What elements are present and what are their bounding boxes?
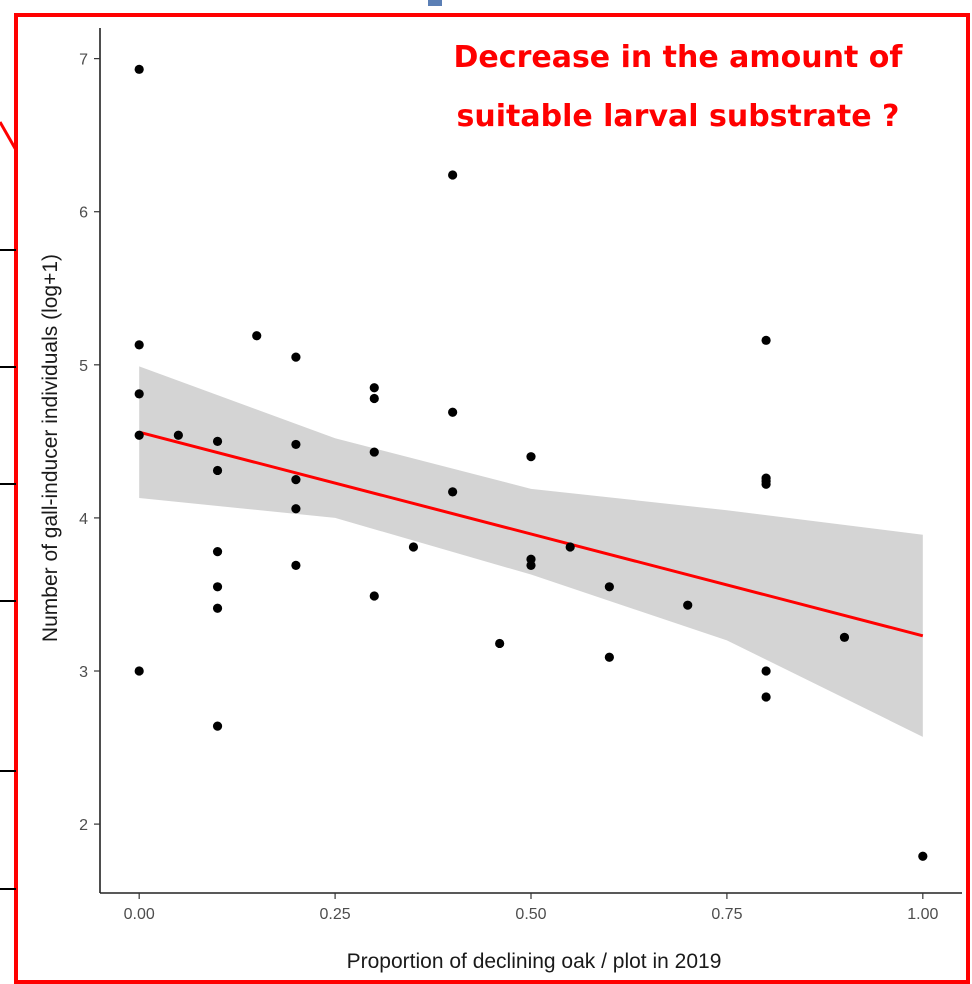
data-point (134, 340, 144, 350)
data-point (408, 542, 419, 552)
data-point (252, 331, 262, 341)
data-point (212, 436, 223, 446)
data-point (291, 560, 301, 570)
fit-line-layer (138, 430, 924, 638)
axes-layer: 0.00 0.25 0.50 0.75 1.00 2 3 4 5 6 7 (79, 28, 962, 923)
data-point (761, 692, 771, 702)
x-tick-label: 0.00 (124, 906, 155, 923)
data-point (918, 851, 928, 861)
data-point (134, 389, 144, 399)
data-point (369, 383, 379, 393)
y-tick-label: 3 (79, 664, 88, 681)
x-tick-label: 0.50 (515, 906, 546, 923)
data-point (134, 64, 144, 74)
data-point (761, 479, 771, 489)
data-point (369, 591, 379, 601)
data-point (761, 335, 771, 345)
y-tick-label: 5 (79, 358, 88, 375)
x-axis-title: Proportion of declining oak / plot in 20… (347, 950, 722, 973)
x-tick-label: 0.75 (711, 906, 742, 923)
data-point (134, 666, 144, 676)
confidence-band (139, 366, 923, 737)
data-point (291, 439, 301, 450)
data-point (565, 542, 575, 552)
red-frame (14, 13, 970, 984)
confidence-band-layer (139, 366, 923, 737)
x-tick-label: 1.00 (907, 906, 938, 923)
data-point (839, 632, 850, 642)
top-icon-fragment (428, 0, 442, 6)
data-point (448, 170, 458, 180)
y-tick-label: 2 (79, 817, 88, 834)
data-point (212, 721, 223, 731)
data-point (212, 465, 223, 476)
data-point (604, 652, 614, 662)
data-point (448, 487, 458, 497)
data-point (526, 560, 536, 570)
regression-line (138, 430, 924, 638)
data-point (604, 582, 614, 592)
data-point (291, 504, 301, 514)
points-layer (134, 64, 928, 861)
data-point (212, 603, 223, 613)
y-tick-label: 6 (79, 205, 88, 222)
data-point (495, 638, 505, 649)
data-point (212, 582, 223, 592)
x-tick-label: 0.25 (320, 906, 351, 923)
annotation-line-1: Decrease in the amount of (454, 40, 904, 75)
y-tick-label: 4 (79, 511, 88, 528)
data-point (761, 666, 771, 676)
y-tick-label: 7 (79, 52, 88, 69)
annotation-line-2: suitable larval substrate ? (457, 99, 900, 134)
data-point (683, 600, 693, 610)
data-point (526, 452, 536, 462)
data-point (448, 407, 458, 417)
data-point (173, 430, 183, 440)
data-point (134, 430, 144, 440)
data-point (369, 447, 379, 457)
data-point (212, 546, 223, 557)
data-point (369, 393, 379, 404)
y-axis-title: Number of gall-inducer individuals (log+… (39, 254, 62, 642)
data-point (291, 475, 301, 485)
connector-line (0, 121, 18, 151)
data-point (291, 352, 301, 362)
